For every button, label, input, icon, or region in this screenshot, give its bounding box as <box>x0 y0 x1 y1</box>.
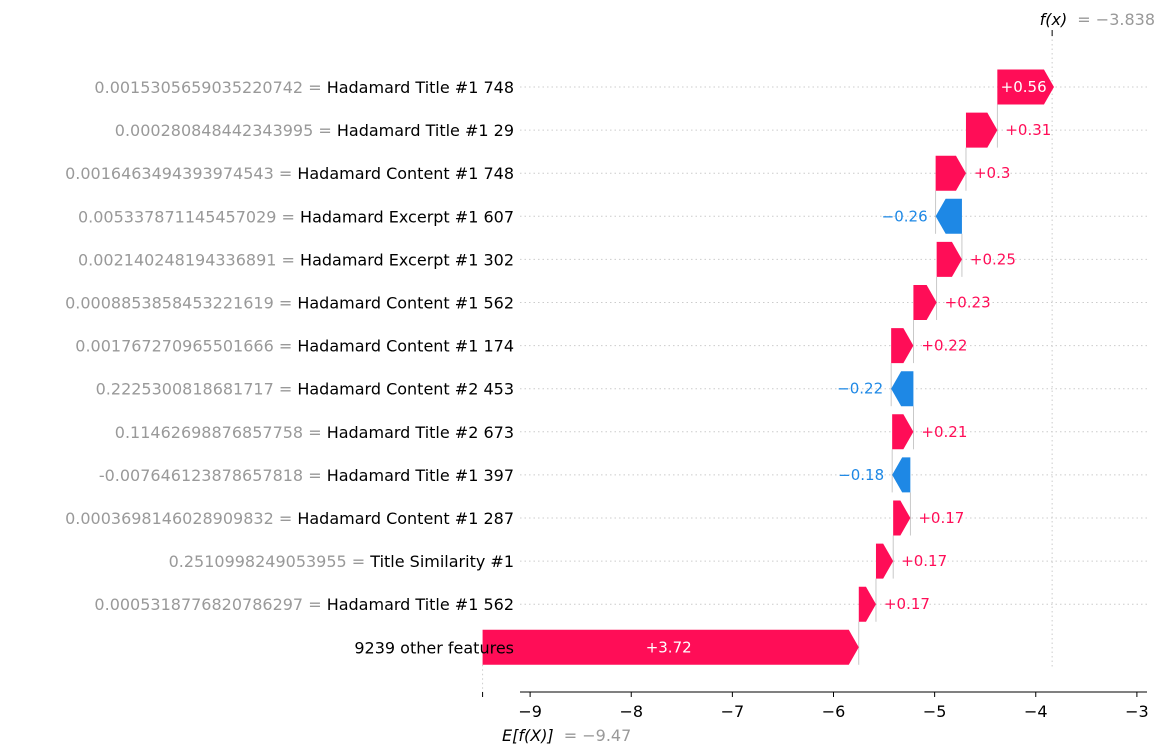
feature-name: Hadamard Title #1 397 <box>327 466 514 485</box>
contribution-label: −0.18 <box>838 466 884 484</box>
feature-label: 0.005337871145457029 = Hadamard Excerpt … <box>78 207 514 226</box>
feature-label: 0.0016463494393974543 = Hadamard Content… <box>65 164 514 183</box>
positive-bar <box>893 500 911 536</box>
feature-value: 0.2225300818681717 = <box>96 380 298 399</box>
x-tick-label: −4 <box>1024 702 1048 721</box>
contribution-label: +0.17 <box>901 552 947 570</box>
feature-value: 0.002140248194336891 = <box>78 250 300 269</box>
positive-bar <box>892 414 914 450</box>
feature-label: 0.000280848442343995 = Hadamard Title #1… <box>115 121 514 140</box>
base-value-label: E[f(X)] <box>502 726 554 745</box>
feature-label: 0.2225300818681717 = Hadamard Content #2… <box>96 380 514 399</box>
base-value-text: = −9.47 <box>564 726 632 745</box>
feature-value: 0.0016463494393974543 = <box>65 164 297 183</box>
feature-label: 0.0008853858453221619 = Hadamard Content… <box>65 294 514 313</box>
feature-value: 0.001767270965501666 = <box>75 337 297 356</box>
feature-labels: +0.56 0.0015305659035220742 = Hadamard Ti… <box>65 78 1051 657</box>
negative-bar <box>892 457 911 493</box>
contribution-label: +0.56 <box>1001 78 1047 96</box>
feature-value: 0.000280848442343995 = <box>115 121 337 140</box>
feature-value: 0.0003698146028909832 = <box>65 509 297 528</box>
positive-bar <box>858 586 876 622</box>
contribution-label: +0.31 <box>1005 121 1051 139</box>
feature-name: Hadamard Content #1 287 <box>297 509 514 528</box>
contribution-label: −0.22 <box>837 380 883 398</box>
feature-value: 0.2510998249053955 = <box>169 552 371 571</box>
feature-name: Hadamard Excerpt #1 607 <box>300 207 514 226</box>
positive-bar <box>891 328 914 364</box>
feature-label: -0.007646123878657818 = Hadamard Title #… <box>99 466 514 485</box>
contribution-label: +3.72 <box>646 638 692 656</box>
x-tick-label: −8 <box>619 702 643 721</box>
negative-bar <box>891 371 914 407</box>
bars <box>482 69 1054 665</box>
feature-label: 0.0015305659035220742 = Hadamard Title #… <box>94 78 514 97</box>
contribution-label: +0.3 <box>974 164 1010 182</box>
feature-name: Hadamard Title #1 29 <box>337 121 514 140</box>
positive-bar <box>875 543 894 579</box>
positive-bar <box>965 112 998 148</box>
contribution-label: +0.21 <box>921 423 967 441</box>
connectors <box>858 104 998 665</box>
feature-value: 0.0008853858453221619 = <box>65 294 297 313</box>
contribution-label: +0.17 <box>884 595 930 613</box>
feature-name: Hadamard Title #2 673 <box>327 423 514 442</box>
x-tick-label: −9 <box>518 702 542 721</box>
x-axis: −9 −8 −7 −6 −5 −4 −3 <box>482 30 1149 721</box>
feature-value: 0.11462698876857758 = <box>115 423 327 442</box>
fx-annotation: f(x) = −3.838 <box>1040 10 1155 29</box>
feature-label: 0.002140248194336891 = Hadamard Excerpt … <box>78 250 514 269</box>
feature-name: Hadamard Excerpt #1 302 <box>300 250 514 269</box>
feature-value: 0.0015305659035220742 = <box>94 78 326 97</box>
contribution-label: +0.17 <box>918 509 964 527</box>
feature-name: Hadamard Title #1 562 <box>327 595 514 614</box>
fx-label: f(x) <box>1040 10 1068 29</box>
positive-bar <box>935 155 966 191</box>
feature-name: Hadamard Content #2 453 <box>297 380 514 399</box>
positive-bar <box>936 241 962 277</box>
positive-bar <box>482 629 859 665</box>
feature-name: Title Similarity #1 <box>369 552 514 571</box>
base-value-annotation: E[f(X)] = −9.47 <box>502 726 631 745</box>
feature-value: 0.005337871145457029 = <box>78 207 300 226</box>
fx-value: = −3.838 <box>1077 10 1155 29</box>
positive-bar <box>913 285 937 320</box>
positive-bar <box>997 69 1054 105</box>
feature-name: Hadamard Content #1 562 <box>297 294 514 313</box>
feature-label: 0.2510998249053955 = Title Similarity #1 <box>169 552 514 571</box>
feature-label: 0.0005318776820786297 = Hadamard Title #… <box>94 595 514 614</box>
contribution-label: +0.25 <box>970 250 1016 268</box>
x-tick-label: −7 <box>721 702 745 721</box>
feature-name: Hadamard Content #1 748 <box>297 164 514 183</box>
feature-value: 0.0005318776820786297 = <box>94 595 326 614</box>
x-tick-label: −6 <box>822 702 846 721</box>
feature-label: 0.0003698146028909832 = Hadamard Content… <box>65 509 514 528</box>
contribution-label: −0.26 <box>882 207 928 225</box>
feature-label: 0.001767270965501666 = Hadamard Content … <box>75 337 514 356</box>
feature-name: Hadamard Content #1 174 <box>297 337 514 356</box>
x-tick-label: −3 <box>1125 702 1149 721</box>
contribution-label: +0.23 <box>945 294 991 312</box>
feature-name: 9239 other features <box>354 638 514 657</box>
gridlines <box>520 86 1147 605</box>
x-tick-label: −5 <box>923 702 947 721</box>
feature-label: 9239 other features <box>354 638 514 657</box>
contribution-label: +0.22 <box>921 337 967 355</box>
feature-name: Hadamard Title #1 748 <box>327 78 514 97</box>
feature-label: 0.11462698876857758 = Hadamard Title #2 … <box>115 423 514 442</box>
feature-value: -0.007646123878657818 = <box>99 466 327 485</box>
negative-bar <box>935 198 962 234</box>
